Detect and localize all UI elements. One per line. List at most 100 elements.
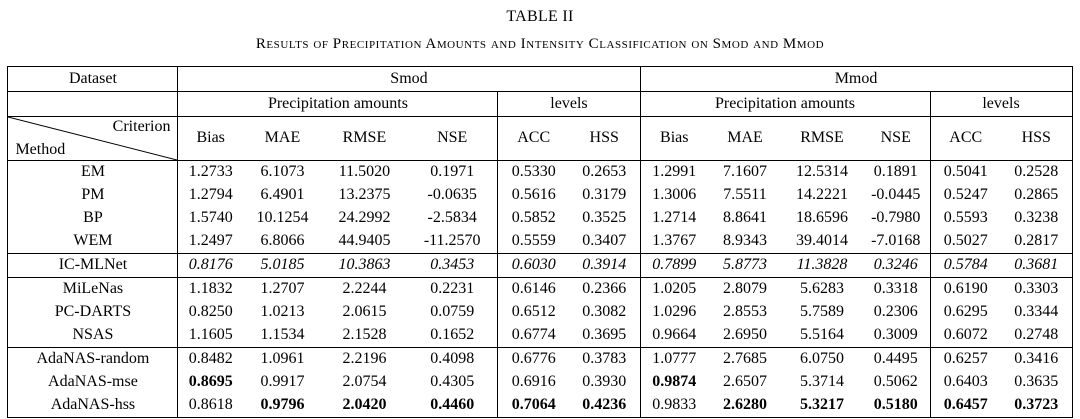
value-cell: 7.5511 — [723, 186, 767, 204]
value-cell: 0.6916 — [497, 371, 569, 394]
value-cell: 5.8773 — [708, 253, 782, 278]
precip-amounts-header-smod: Precipitation amounts — [177, 91, 498, 117]
value-cell: 10.1254 — [256, 209, 309, 227]
value-cell: 0.6072 — [929, 324, 1001, 348]
value-cell: 8.8641 — [723, 209, 767, 227]
value-cell: 0.3179 — [582, 186, 627, 204]
table-caption: TABLE II Results of Precipitation Amount… — [0, 8, 1080, 53]
method-cell: BP — [83, 209, 103, 227]
value-cell: 0.5593 — [929, 207, 1001, 230]
value-cell: 2.2196 — [321, 347, 407, 371]
value-cell: 2.0615 — [342, 303, 387, 321]
value-cell: -7.0168 — [871, 232, 921, 250]
value-cell: 0.3914 — [568, 253, 640, 278]
value-cell: 6.8066 — [260, 232, 305, 250]
dataset-header-row: Dataset Smod Mmod — [7, 66, 1073, 92]
value-cell: 0.6403 — [929, 371, 1001, 394]
value-cell: -11.2570 — [423, 232, 481, 250]
value-cell: 2.1528 — [342, 326, 387, 344]
value-cell: 11.5020 — [338, 163, 391, 181]
value-cell: 0.7064 — [497, 394, 569, 418]
value-cell: 0.4495 — [862, 347, 930, 371]
value-cell: 0.2231 — [406, 277, 498, 301]
table-row: WEM 1.2497 6.8066 44.9405 -11.2570 0.5559 0.34… — [8, 230, 1072, 254]
value-cell: 11.3828 — [782, 253, 862, 278]
table-row: EM 1.2733 6.1073 11.5020 0.1971 0.5330 0.2653 1… — [8, 160, 1072, 184]
metric-header: ACC — [929, 116, 1001, 161]
value-cell: 1.2794 — [177, 184, 243, 207]
value-cell: 5.7589 — [800, 303, 844, 321]
value-cell: 0.3681 — [1001, 253, 1073, 278]
value-cell: 0.1971 — [430, 163, 475, 181]
metric-header: MAE — [708, 116, 782, 161]
method-cell: MiLeNas — [7, 277, 178, 301]
page-title: TABLE II — [506, 8, 574, 25]
metric-header: ACC — [497, 116, 569, 161]
table-row: AdaNAS-hss 0.8618 0.9796 2.0420 0.4460 0.7064… — [8, 394, 1072, 418]
value-cell: 24.2992 — [338, 209, 391, 227]
value-cell: 0.5247 — [929, 184, 1001, 207]
value-cell: 0.3525 — [582, 209, 627, 227]
value-cell: 0.2817 — [1014, 232, 1059, 250]
value-cell: 2.7685 — [708, 347, 782, 371]
value-cell: 0.3783 — [568, 347, 640, 371]
value-cell: 0.3303 — [1001, 277, 1073, 301]
value-cell: 5.3217 — [800, 396, 844, 414]
value-cell: 0.3416 — [1001, 347, 1073, 371]
value-cell: 0.5616 — [497, 184, 569, 207]
method-cell: AdaNAS-mse — [48, 373, 138, 391]
metric-header: RMSE — [321, 116, 407, 161]
value-cell: 1.0961 — [242, 347, 322, 371]
value-cell: 0.6512 — [497, 301, 569, 324]
method-cell: PC-DARTS — [54, 303, 132, 321]
value-cell: 2.2244 — [321, 277, 407, 301]
value-cell: 0.3344 — [1014, 303, 1059, 321]
value-cell: 18.6596 — [796, 209, 848, 227]
metric-header: MAE — [242, 116, 322, 161]
value-cell: 1.3006 — [639, 184, 708, 207]
value-cell: 5.6283 — [782, 277, 862, 301]
value-cell: 0.6776 — [497, 347, 569, 371]
value-cell: 0.2865 — [1014, 186, 1059, 204]
value-cell: 0.5784 — [929, 253, 1001, 278]
method-cell: AdaNAS-random — [7, 347, 178, 371]
precip-amounts-header-mmod: Precipitation amounts — [639, 91, 930, 117]
page-subtitle: Results of Precipitation Amounts and Int… — [255, 36, 825, 52]
value-cell: 0.3695 — [582, 326, 627, 344]
levels-header-smod: levels — [497, 91, 640, 117]
value-cell: 0.2528 — [1014, 163, 1059, 181]
value-cell: 0.6146 — [497, 277, 569, 301]
value-cell: 1.1534 — [260, 326, 305, 344]
value-cell: 0.3246 — [862, 253, 930, 278]
value-cell: 0.3635 — [1014, 373, 1059, 391]
value-cell: 0.4460 — [430, 396, 475, 414]
value-cell: 0.6295 — [929, 301, 1001, 324]
value-cell: 0.9664 — [639, 324, 708, 348]
diagonal-line — [8, 117, 177, 160]
value-cell: 0.3930 — [582, 373, 627, 391]
value-cell: 0.0759 — [430, 303, 475, 321]
value-cell: 6.0750 — [782, 347, 862, 371]
value-cell: 2.8553 — [723, 303, 767, 321]
value-cell: 0.4236 — [582, 396, 627, 414]
dataset-group-smod: Smod — [177, 66, 640, 92]
value-cell: -0.0445 — [871, 186, 921, 204]
value-cell: 0.2653 — [582, 163, 627, 181]
value-cell: 0.8695 — [177, 371, 243, 394]
value-cell: 0.7899 — [639, 253, 708, 278]
value-cell: 2.0754 — [342, 373, 387, 391]
value-cell: 44.9405 — [338, 232, 391, 250]
value-cell: 0.9917 — [260, 373, 305, 391]
value-cell: 0.2306 — [873, 303, 918, 321]
value-cell: 0.2366 — [568, 277, 640, 301]
value-cell: 0.4305 — [430, 373, 475, 391]
metric-header: Bias — [639, 116, 708, 161]
value-cell: 0.5180 — [873, 396, 918, 414]
table-row: NSAS 1.1605 1.1534 2.1528 0.1652 0.6774 0.3695… — [8, 324, 1072, 348]
value-cell: 2.8079 — [708, 277, 782, 301]
method-cell: AdaNAS-hss — [50, 396, 136, 414]
value-cell: 5.5164 — [800, 326, 844, 344]
value-cell: 0.8250 — [177, 301, 243, 324]
table-row: MiLeNas 1.1832 1.2707 2.2244 0.2231 0.6146 0.2… — [7, 277, 1073, 301]
value-cell: 2.6950 — [723, 326, 767, 344]
